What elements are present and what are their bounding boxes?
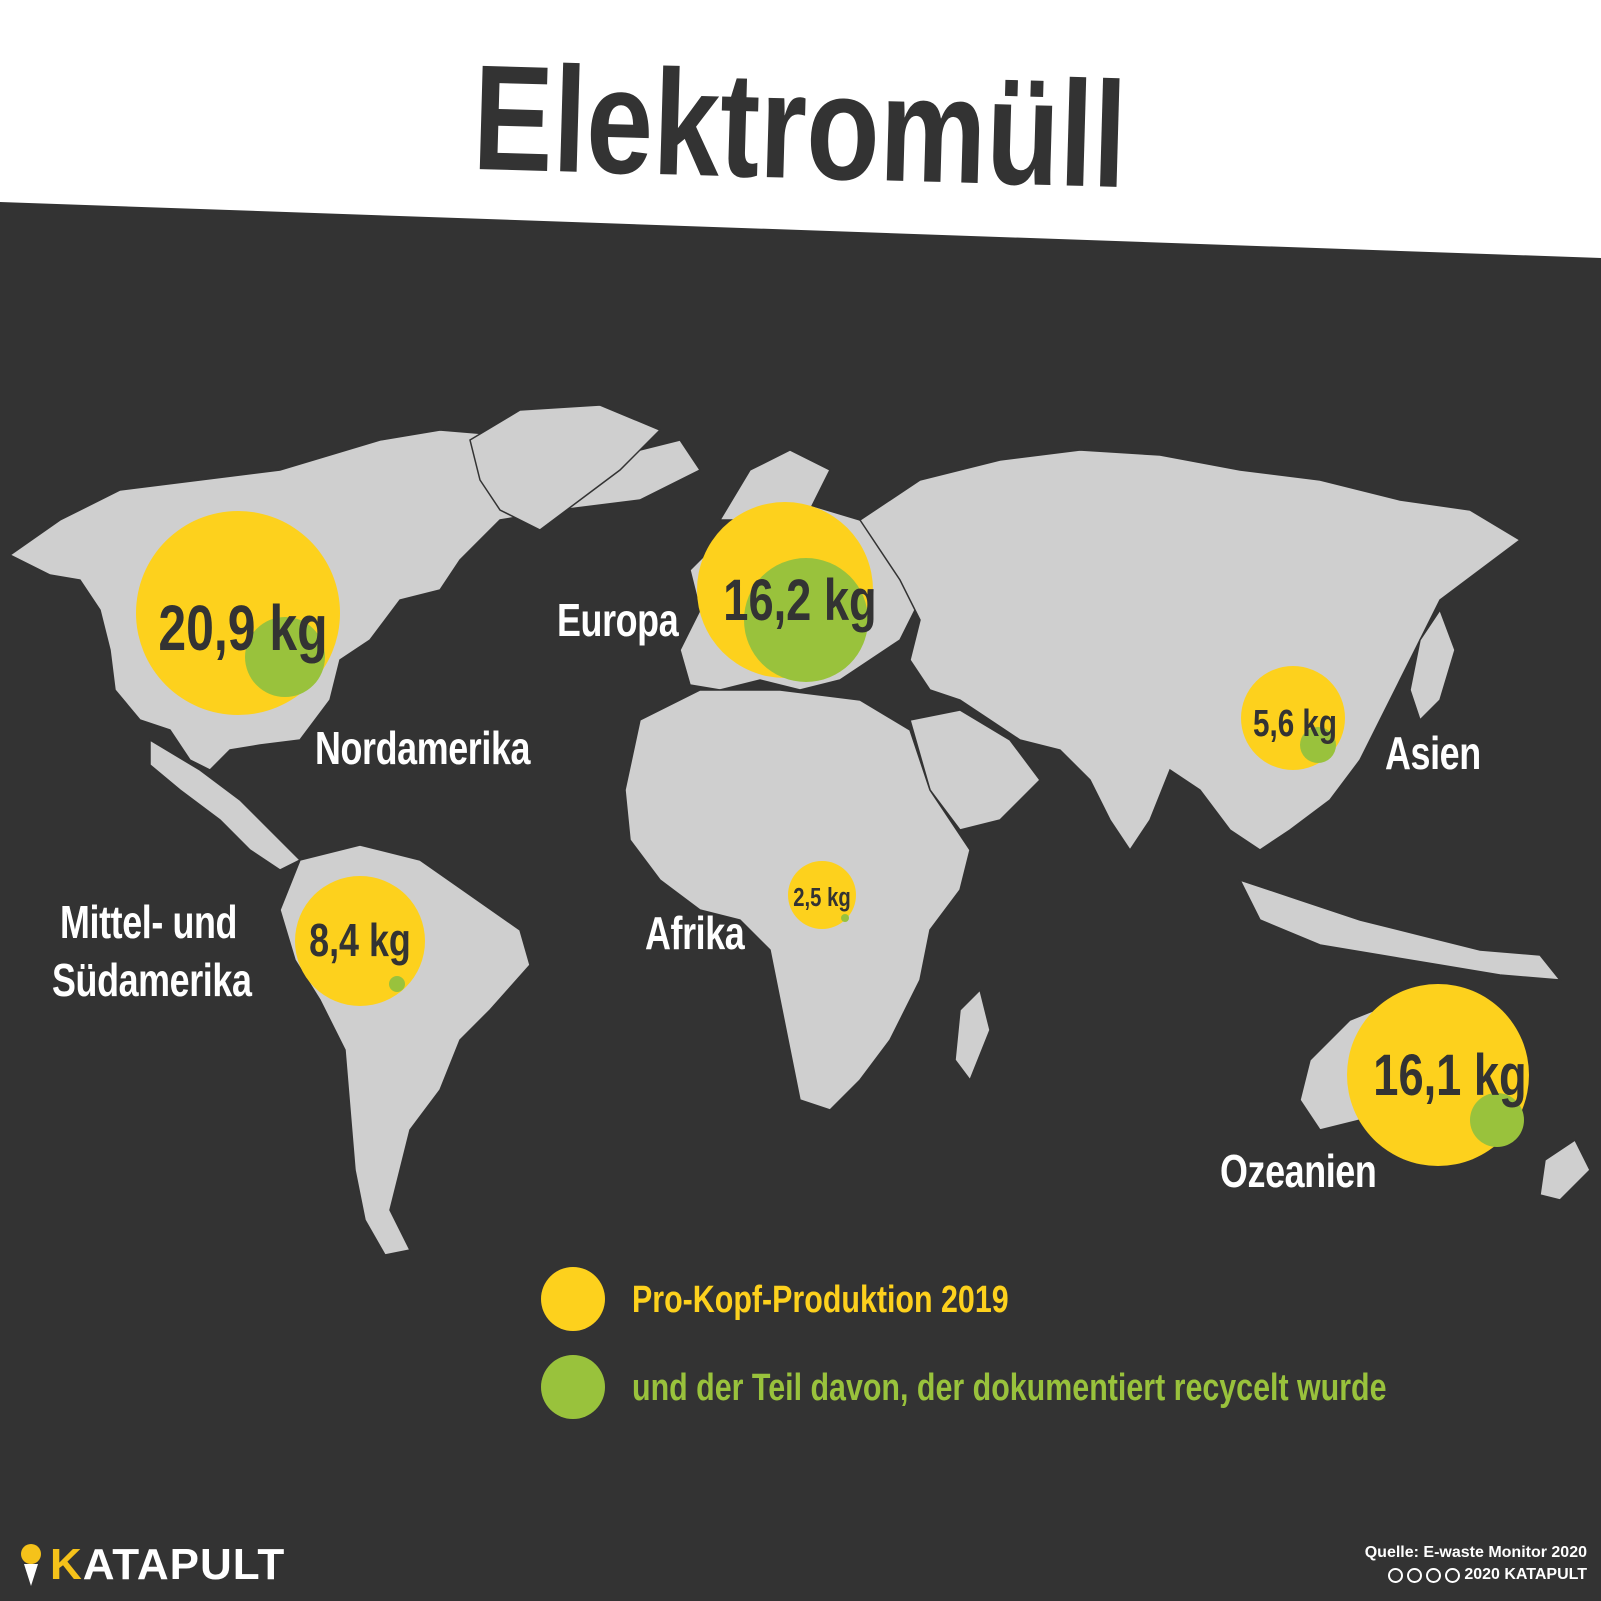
region-label-ozeanien: Ozeanien — [1220, 1145, 1377, 1197]
copyright-text: 2020 KATAPULT — [1464, 1566, 1587, 1583]
katapult-logo: KATAPULT — [18, 1540, 285, 1590]
region-label-nordamerika: Nordamerika — [315, 722, 531, 774]
recycled-circle — [1300, 727, 1336, 763]
landmass-madagascar — [954, 988, 991, 1082]
recycled-circle — [389, 976, 405, 992]
region-label-suedamerika-line2: Südamerika — [52, 954, 252, 1006]
landmass-central-america — [149, 738, 302, 871]
source-text: Quelle: E-waste Monitor 2020 — [1364, 1544, 1587, 1561]
recycled-circle — [245, 617, 325, 697]
bubble-asien: 5,6 kg — [1241, 666, 1345, 770]
cc-nd-icon — [1445, 1567, 1461, 1583]
value-label: 16,2 kg — [723, 569, 876, 634]
landmass-greenland — [469, 404, 662, 531]
region-label-afrika: Afrika — [645, 907, 745, 959]
value-label: 8,4 kg — [309, 915, 411, 966]
logo-rest: ATAPULT — [82, 1540, 286, 1589]
license-row: 2020 KATAPULT — [1365, 1564, 1587, 1586]
logo-k: K — [50, 1540, 83, 1589]
value-label: 20,9 kg — [158, 593, 327, 664]
source-block: Quelle: E-waste Monitor 2020 2020 KATAPU… — [1365, 1542, 1587, 1586]
region-label-europa: Europa — [557, 594, 679, 646]
bubble-afrika: 2,5 kg — [788, 861, 856, 929]
production-circle — [788, 861, 856, 929]
value-label: 16,1 kg — [1373, 1044, 1526, 1109]
bubble-nordamerika: 20,9 kg — [136, 511, 340, 715]
value-label: 2,5 kg — [793, 883, 850, 912]
recycled-circle — [841, 914, 849, 922]
bubble-europa: 16,2 kg — [697, 502, 877, 682]
landmass-japan — [1409, 608, 1456, 722]
value-label: 5,6 kg — [1253, 703, 1337, 745]
landmass-new-zealand — [1539, 1138, 1591, 1201]
page-title: Elektromüll — [471, 33, 1129, 219]
recycled-circle — [1470, 1093, 1524, 1147]
region-label-asien: Asien — [1385, 727, 1481, 779]
landmass-asia — [858, 449, 1522, 852]
recycled-circle — [744, 558, 868, 682]
production-circle — [295, 876, 425, 1006]
landmass-indonesia — [1238, 878, 1562, 981]
legend-recycled-label: und der Teil davon, der dokumentiert rec… — [632, 1367, 1387, 1409]
legend-production-label: Pro-Kopf-Produktion 2019 — [632, 1279, 1009, 1321]
bubble-suedamerika: 8,4 kg — [295, 876, 425, 1006]
logo-wordmark: KATAPULT — [50, 1540, 285, 1590]
cc-icon — [1388, 1567, 1404, 1583]
katapult-torch-icon — [21, 1544, 41, 1586]
legend-production-swatch — [541, 1267, 605, 1331]
cc-nc-icon — [1426, 1567, 1442, 1583]
legend-recycled-swatch — [541, 1355, 605, 1419]
region-label-suedamerika-line1: Mittel- und — [60, 896, 238, 948]
title-band — [0, 0, 1601, 258]
cc-by-icon — [1407, 1567, 1423, 1583]
bubble-ozeanien: 16,1 kg — [1347, 984, 1529, 1166]
